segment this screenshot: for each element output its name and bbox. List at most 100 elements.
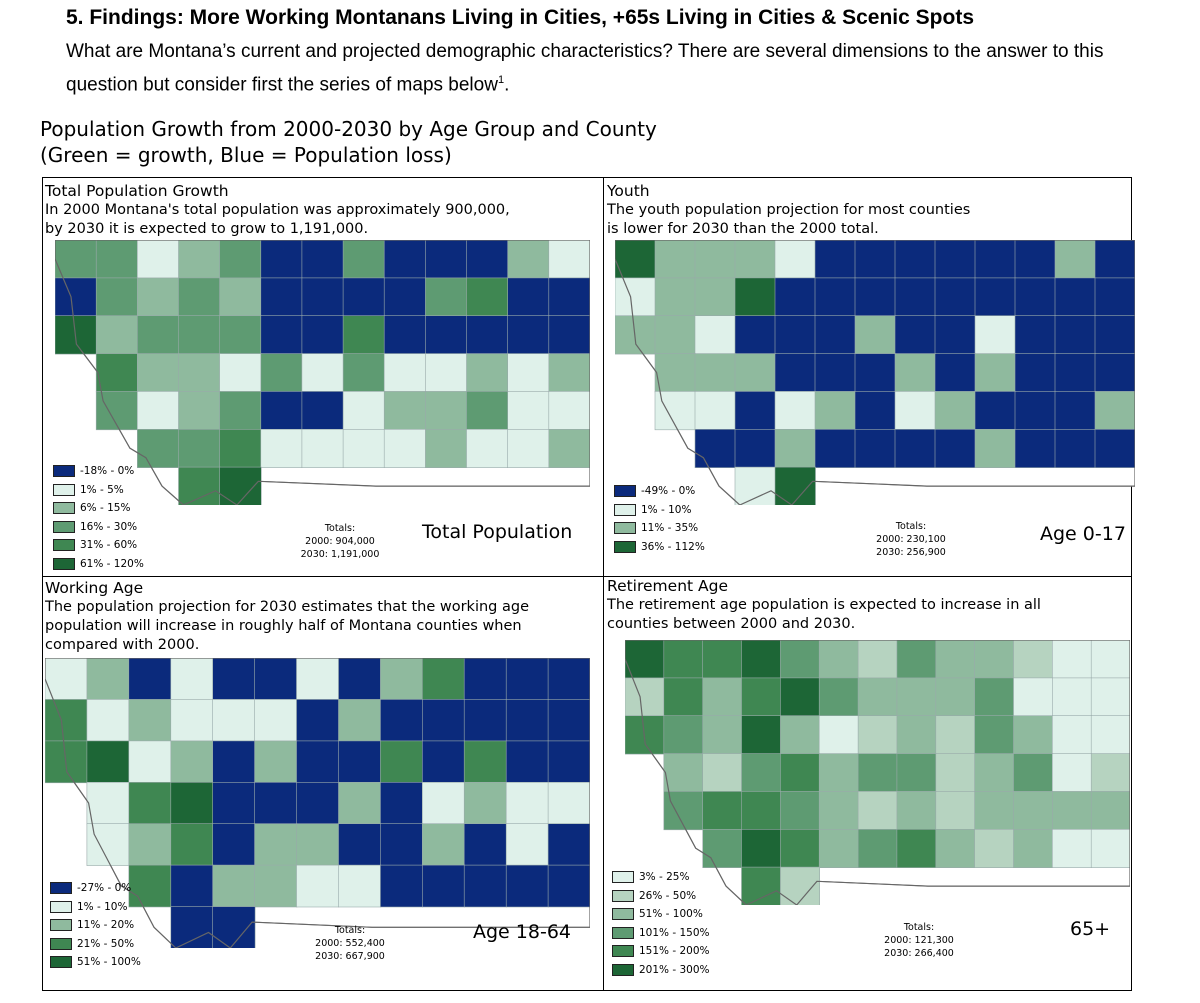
legend-swatch xyxy=(612,889,634,902)
legend-swatch xyxy=(53,465,75,478)
legend-swatch xyxy=(53,539,75,552)
county-region xyxy=(1090,677,1130,717)
county-region xyxy=(425,240,468,279)
county-region xyxy=(1054,391,1096,431)
figure-frame xyxy=(42,177,1132,991)
county-region xyxy=(463,864,507,908)
county-region xyxy=(260,315,303,355)
panel-title: Youth xyxy=(607,182,650,200)
county-region xyxy=(1094,315,1135,355)
county-region xyxy=(1090,753,1130,793)
county-region xyxy=(974,715,1015,755)
county-region xyxy=(380,658,424,701)
figure-title-line1: Population Growth from 2000-2030 by Age … xyxy=(40,117,657,141)
county-region xyxy=(818,715,859,755)
panel-title: Working Age xyxy=(45,579,144,597)
county-region xyxy=(507,391,550,431)
county-region xyxy=(342,353,386,393)
county-region xyxy=(55,240,98,279)
county-region xyxy=(974,753,1015,793)
legend-item: 11% - 20% xyxy=(50,916,141,935)
county-region xyxy=(301,391,344,431)
panel-desc-line: is lower for 2030 than the 2000 total. xyxy=(607,221,879,237)
county-region xyxy=(137,429,180,469)
county-region xyxy=(296,823,340,866)
county-region xyxy=(1090,640,1130,679)
county-region xyxy=(1014,353,1056,393)
county-region xyxy=(86,740,130,784)
county-region xyxy=(818,791,859,831)
county-region xyxy=(1090,715,1130,755)
legend-item: -27% - 0% xyxy=(50,879,141,898)
county-region xyxy=(1051,640,1092,679)
county-region xyxy=(178,353,221,393)
county-region xyxy=(137,391,180,431)
county-region xyxy=(425,353,468,393)
county-region xyxy=(466,277,509,317)
county-region xyxy=(383,240,427,279)
legend-swatch xyxy=(50,919,72,932)
county-region xyxy=(663,640,704,679)
figure-title: Population Growth from 2000-2030 by Age … xyxy=(40,116,657,168)
county-region xyxy=(219,466,262,505)
county-region xyxy=(463,740,507,784)
county-region xyxy=(95,353,139,393)
county-region xyxy=(137,240,180,279)
county-region xyxy=(338,658,382,701)
county-region xyxy=(170,864,214,908)
legend-item: 3% - 25% xyxy=(612,868,710,887)
county-region xyxy=(974,677,1015,717)
totals-total: Totals: 2000: 904,000 2030: 1,191,000 xyxy=(285,522,395,561)
county-region xyxy=(854,391,896,431)
county-region xyxy=(934,391,976,431)
panel-desc-line: by 2030 it is expected to grow to 1,191,… xyxy=(45,221,369,237)
county-region xyxy=(615,277,656,317)
county-region xyxy=(170,658,214,701)
county-region xyxy=(934,277,976,317)
legend-item: 26% - 50% xyxy=(612,887,710,906)
county-region xyxy=(463,782,507,825)
county-region xyxy=(212,864,256,908)
county-region xyxy=(1051,791,1092,831)
county-region xyxy=(734,315,776,355)
county-region xyxy=(818,753,859,793)
county-region xyxy=(1094,353,1135,393)
county-region xyxy=(780,715,820,755)
totals-2000: 2000: 904,000 xyxy=(305,536,375,547)
footnote-marker[interactable]: 1 xyxy=(497,74,505,86)
county-region xyxy=(702,677,743,717)
legend-swatch xyxy=(612,908,634,921)
legend-label: 26% - 50% xyxy=(639,889,697,902)
county-region xyxy=(301,240,344,279)
county-region xyxy=(548,353,590,393)
legend-item: 36% - 112% xyxy=(614,538,705,557)
county-region xyxy=(818,640,859,679)
county-region xyxy=(219,353,262,393)
county-region xyxy=(974,353,1016,393)
county-region xyxy=(547,740,590,784)
county-region xyxy=(734,429,776,469)
county-region xyxy=(507,240,550,279)
county-region xyxy=(178,315,221,355)
totals-2030: 2030: 266,400 xyxy=(884,948,954,959)
legend-item: 16% - 30% xyxy=(53,518,144,537)
county-region xyxy=(507,429,550,469)
county-region xyxy=(1014,277,1056,317)
state-border xyxy=(615,240,1135,505)
county-region xyxy=(935,829,976,869)
county-region xyxy=(741,640,782,679)
county-region xyxy=(896,715,937,755)
county-region xyxy=(654,277,696,317)
county-region xyxy=(694,277,736,317)
county-region xyxy=(854,315,896,355)
county-region xyxy=(1094,429,1135,469)
legend-item: 1% - 5% xyxy=(53,481,144,500)
legend-swatch xyxy=(614,503,636,516)
county-region xyxy=(547,699,590,742)
county-region xyxy=(342,315,386,355)
county-region xyxy=(663,715,704,755)
county-region xyxy=(1094,391,1135,431)
legend-label: 201% - 300% xyxy=(639,963,710,976)
county-region xyxy=(507,353,550,393)
county-region xyxy=(342,391,386,431)
